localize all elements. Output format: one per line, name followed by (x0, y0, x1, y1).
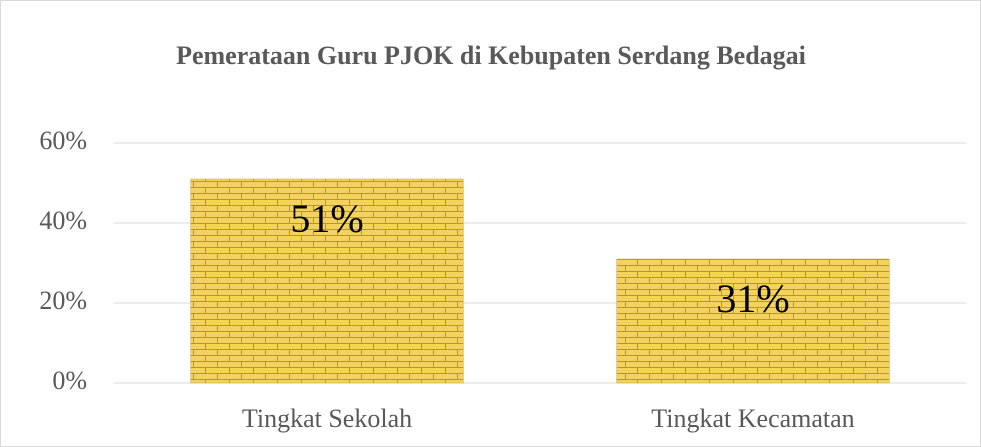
y-tick-label: 20% (39, 286, 87, 315)
y-tick-label: 40% (39, 206, 87, 235)
x-tick-label: Tingkat Kecamatan (651, 404, 854, 433)
bar (616, 258, 890, 384)
chart-title: Pemerataan Guru PJOK di Kebupaten Serdan… (176, 41, 806, 70)
y-tick-label: 60% (39, 126, 87, 155)
data-label: 31% (716, 276, 789, 321)
bar (190, 178, 464, 384)
data-label: 51% (290, 196, 363, 241)
x-tick-label: Tingkat Sekolah (242, 404, 412, 433)
y-tick-label: 0% (52, 366, 87, 395)
